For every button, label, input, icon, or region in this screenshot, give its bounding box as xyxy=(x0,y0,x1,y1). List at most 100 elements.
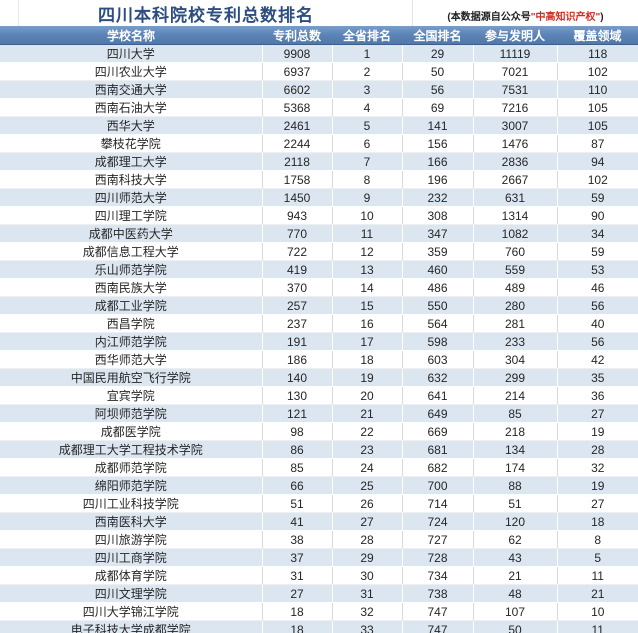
table-row: 成都理工大学 2118 7 166 2836 94 xyxy=(0,152,638,171)
cell-total-patents: 18 xyxy=(262,620,333,633)
cell-total-patents: 6937 xyxy=(262,62,333,81)
cell-national-rank: 56 xyxy=(402,80,474,99)
cell-coverage-fields: 11 xyxy=(557,620,638,633)
table-row: 成都信息工程大学 722 12 359 760 59 xyxy=(0,242,638,261)
cell-national-rank: 641 xyxy=(402,386,474,405)
cell-province-rank: 33 xyxy=(332,620,403,633)
cell-coverage-fields: 19 xyxy=(557,422,638,441)
cell-national-rank: 727 xyxy=(402,530,474,549)
cell-total-patents: 1450 xyxy=(262,188,333,207)
cell-school-name: 四川工商学院 xyxy=(0,548,263,567)
table-row: 宜宾学院 130 20 641 214 36 xyxy=(0,386,638,405)
cell-province-rank: 23 xyxy=(332,440,403,459)
cell-province-rank: 16 xyxy=(332,314,403,333)
cell-inventors: 174 xyxy=(473,458,558,477)
table-row: 西南民族大学 370 14 486 489 46 xyxy=(0,278,638,297)
cell-inventors: 2836 xyxy=(473,152,558,171)
cell-inventors: 559 xyxy=(473,260,558,279)
cell-school-name: 攀枝花学院 xyxy=(0,134,263,153)
cell-school-name: 宜宾学院 xyxy=(0,386,263,405)
table-row: 四川工商学院 37 29 728 43 5 xyxy=(0,548,638,567)
cell-coverage-fields: 32 xyxy=(557,458,638,477)
cell-inventors: 299 xyxy=(473,368,558,387)
cell-coverage-fields: 11 xyxy=(557,566,638,585)
cell-school-name: 成都理工大学 xyxy=(0,152,263,171)
cell-school-name: 四川文理学院 xyxy=(0,584,263,603)
table-row: 四川大学锦江学院 18 32 747 107 10 xyxy=(0,602,638,621)
table-row: 成都体育学院 31 30 734 21 11 xyxy=(0,566,638,585)
cell-national-rank: 460 xyxy=(402,260,474,279)
cell-coverage-fields: 102 xyxy=(557,62,638,81)
cell-inventors: 107 xyxy=(473,602,558,621)
cell-coverage-fields: 34 xyxy=(557,224,638,243)
cell-total-patents: 38 xyxy=(262,530,333,549)
cell-inventors: 7216 xyxy=(473,98,558,117)
cell-total-patents: 98 xyxy=(262,422,333,441)
cell-total-patents: 18 xyxy=(262,602,333,621)
cell-coverage-fields: 21 xyxy=(557,584,638,603)
cell-total-patents: 140 xyxy=(262,368,333,387)
cell-coverage-fields: 27 xyxy=(557,494,638,513)
cell-coverage-fields: 18 xyxy=(557,512,638,531)
cell-school-name: 四川工业科技学院 xyxy=(0,494,263,513)
cell-school-name: 成都工业学院 xyxy=(0,296,263,315)
cell-school-name: 四川大学锦江学院 xyxy=(0,602,263,621)
cell-total-patents: 9908 xyxy=(262,44,333,63)
cell-coverage-fields: 8 xyxy=(557,530,638,549)
cell-total-patents: 66 xyxy=(262,476,333,495)
cell-national-rank: 69 xyxy=(402,98,474,117)
cell-province-rank: 31 xyxy=(332,584,403,603)
cell-total-patents: 6602 xyxy=(262,80,333,99)
table-row: 成都中医药大学 770 11 347 1082 34 xyxy=(0,224,638,243)
table-row: 中国民用航空飞行学院 140 19 632 299 35 xyxy=(0,368,638,387)
patent-ranking-table: 学校名称 专利总数 全省排名 全国排名 参与发明人 覆盖领域 四川大学 9908… xyxy=(0,26,638,633)
cell-national-rank: 747 xyxy=(402,602,474,621)
cell-province-rank: 2 xyxy=(332,62,403,81)
column-header-inventors: 参与发明人 xyxy=(473,26,557,45)
cell-coverage-fields: 28 xyxy=(557,440,638,459)
cell-coverage-fields: 40 xyxy=(557,314,638,333)
cell-coverage-fields: 105 xyxy=(557,98,638,117)
cell-inventors: 218 xyxy=(473,422,558,441)
cell-national-rank: 308 xyxy=(402,206,474,225)
table-row: 成都师范学院 85 24 682 174 32 xyxy=(0,458,638,477)
cell-province-rank: 22 xyxy=(332,422,403,441)
cell-national-rank: 738 xyxy=(402,584,474,603)
cell-national-rank: 681 xyxy=(402,440,474,459)
table-row: 成都理工大学工程技术学院 86 23 681 134 28 xyxy=(0,440,638,459)
cell-province-rank: 1 xyxy=(332,44,403,63)
table-body: 四川大学 9908 1 29 11119 118 四川农业大学 6937 2 5… xyxy=(0,44,638,633)
cell-province-rank: 18 xyxy=(332,350,403,369)
table-row: 成都医学院 98 22 669 218 19 xyxy=(0,422,638,441)
cell-province-rank: 26 xyxy=(332,494,403,513)
cell-school-name: 西南科技大学 xyxy=(0,170,263,189)
cell-total-patents: 191 xyxy=(262,332,333,351)
cell-school-name: 中国民用航空飞行学院 xyxy=(0,368,263,387)
cell-total-patents: 86 xyxy=(262,440,333,459)
cell-total-patents: 419 xyxy=(262,260,333,279)
cell-school-name: 电子科技大学成都学院 xyxy=(0,620,263,633)
table-row: 西昌学院 237 16 564 281 40 xyxy=(0,314,638,333)
source-note-suffix: ) xyxy=(600,12,604,23)
cell-total-patents: 121 xyxy=(262,404,333,423)
cell-inventors: 50 xyxy=(473,620,558,633)
cell-province-rank: 28 xyxy=(332,530,403,549)
table-row: 西南医科大学 41 27 724 120 18 xyxy=(0,512,638,531)
cell-inventors: 631 xyxy=(473,188,558,207)
cell-inventors: 120 xyxy=(473,512,558,531)
cell-inventors: 3007 xyxy=(473,116,558,135)
cell-school-name: 四川师范大学 xyxy=(0,188,263,207)
cell-province-rank: 10 xyxy=(332,206,403,225)
column-header-coverage-fields: 覆盖领域 xyxy=(557,26,638,45)
cell-national-rank: 747 xyxy=(402,620,474,633)
table-row: 攀枝花学院 2244 6 156 1476 87 xyxy=(0,134,638,153)
cell-school-name: 西华师范大学 xyxy=(0,350,263,369)
table-row: 四川文理学院 27 31 738 48 21 xyxy=(0,584,638,603)
table-row: 电子科技大学成都学院 18 33 747 50 11 xyxy=(0,620,638,633)
cell-coverage-fields: 118 xyxy=(557,44,638,63)
cell-coverage-fields: 56 xyxy=(557,296,638,315)
cell-province-rank: 7 xyxy=(332,152,403,171)
cell-school-name: 成都中医药大学 xyxy=(0,224,263,243)
table-header-row: 学校名称 专利总数 全省排名 全国排名 参与发明人 覆盖领域 xyxy=(0,26,638,45)
cell-school-name: 四川旅游学院 xyxy=(0,530,263,549)
